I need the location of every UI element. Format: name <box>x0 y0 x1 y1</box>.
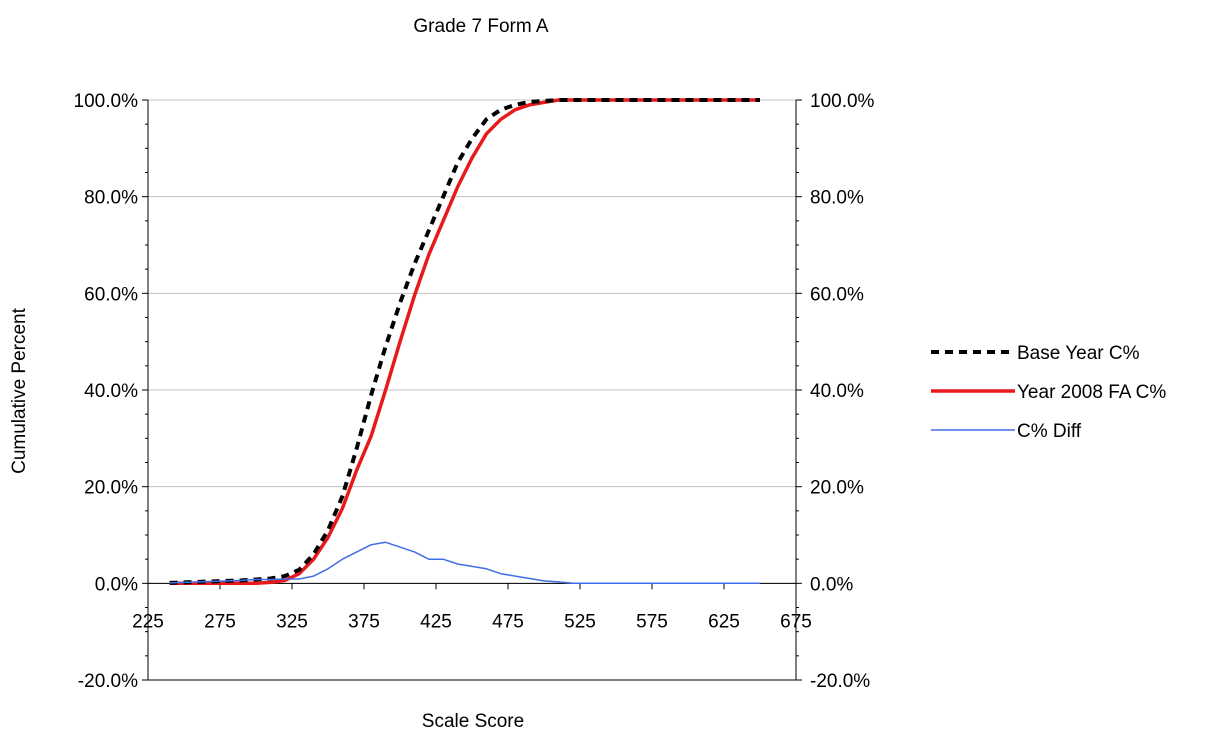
x-tick-label: 625 <box>708 611 740 632</box>
y-tick-label-right: -20.0% <box>810 671 870 692</box>
x-tick-label: 275 <box>204 611 236 632</box>
y-axis-label: Cumulative Percent <box>9 307 30 474</box>
x-tick-label: 225 <box>132 611 164 632</box>
x-axis-label: Scale Score <box>422 711 524 732</box>
y-tick-label-left: 80.0% <box>84 188 138 209</box>
chart-title: Grade 7 Form A <box>413 16 548 37</box>
legend-entry: Year 2008 FA C% <box>1017 382 1166 403</box>
y-tick-label-left: 60.0% <box>84 284 138 305</box>
x-tick-label: 375 <box>348 611 380 632</box>
legend-entry: C% Diff <box>1017 421 1082 442</box>
y-tick-label-right: 80.0% <box>810 188 864 209</box>
y-tick-label-right: 0.0% <box>810 574 853 595</box>
series-line <box>169 98 760 585</box>
tick-labels: -20.0% -20.0% 0.0% 0.0% 20.0% 20.0% 40.0% 40.0%… <box>74 91 875 692</box>
y-tick-label-left: 20.0% <box>84 478 138 499</box>
y-tick-label-left: -20.0% <box>78 671 138 692</box>
series-lines <box>169 98 760 586</box>
gridlines <box>148 99 796 584</box>
x-tick-label: 475 <box>492 611 524 632</box>
y-tick-label-left: 40.0% <box>84 381 138 402</box>
y-tick-label-left: 100.0% <box>74 91 139 112</box>
y-tick-label-right: 20.0% <box>810 478 864 499</box>
y-tick-label-right: 40.0% <box>810 381 864 402</box>
y-tick-label-right: 100.0% <box>810 91 875 112</box>
series-line <box>169 541 760 585</box>
legend: Base Year C% Year 2008 FA C% C% Diff <box>931 343 1166 442</box>
x-tick-label: 325 <box>276 611 308 632</box>
legend-entry: Base Year C% <box>1017 343 1140 364</box>
x-tick-label: 575 <box>636 611 668 632</box>
y-tick-label-right: 60.0% <box>810 284 864 305</box>
x-tick-label: 675 <box>780 611 812 632</box>
x-tick-label: 425 <box>420 611 452 632</box>
x-tick-label: 525 <box>564 611 596 632</box>
y-tick-label-left: 0.0% <box>95 574 138 595</box>
series-line <box>169 98 760 586</box>
